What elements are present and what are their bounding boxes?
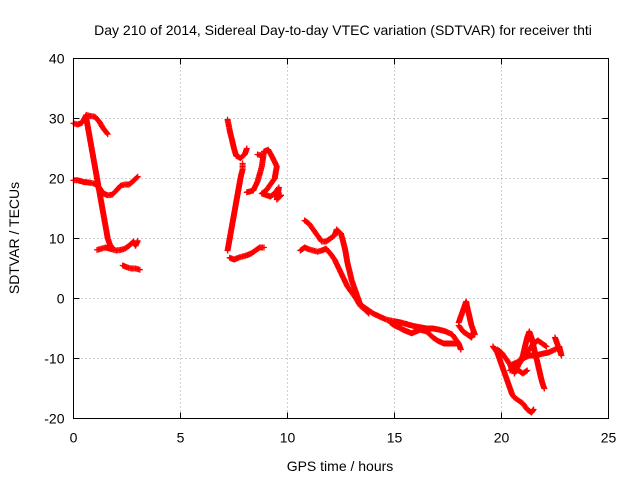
y-tick-label: 30 (49, 111, 65, 127)
data-track (489, 343, 537, 416)
y-tick-label: 0 (57, 291, 65, 307)
track-markers (83, 115, 115, 251)
x-tick-label: 25 (601, 430, 617, 446)
data-track (224, 116, 250, 162)
data-track (297, 244, 372, 317)
data-track (243, 146, 285, 203)
x-tick-label: 15 (387, 430, 403, 446)
data-track (94, 237, 141, 254)
track-markers (297, 244, 372, 317)
data-track (254, 151, 265, 159)
track-markers (94, 237, 141, 254)
data-track (224, 160, 246, 254)
y-tick-label: -20 (44, 411, 64, 427)
data-track (301, 217, 464, 353)
y-tick-label: -10 (44, 351, 64, 367)
track-markers (226, 244, 267, 263)
data-track (455, 322, 477, 341)
track-markers (507, 364, 531, 377)
data-track (83, 115, 115, 251)
y-axis-label: SDTVAR / TECUs (6, 182, 22, 294)
data-track (387, 319, 460, 347)
x-tick-label: 5 (177, 430, 185, 446)
chart-title: Day 210 of 2014, Sidereal Day-to-day VTE… (94, 22, 592, 38)
x-axis-label: GPS time / hours (287, 458, 394, 474)
track-markers (489, 343, 537, 416)
track-markers (224, 160, 246, 254)
data-track (119, 262, 143, 273)
axis-ticks: 0 5 10 15 20 25 -20 -10 0 10 20 30 40 (44, 51, 616, 446)
track-markers (301, 217, 464, 353)
data-track (509, 334, 565, 368)
data-track (70, 173, 141, 199)
x-tick-label: 20 (494, 430, 510, 446)
data-marks (70, 111, 565, 416)
track-markers (509, 334, 565, 368)
x-tick-label: 0 (70, 430, 78, 446)
track-markers (254, 151, 265, 159)
track-markers (243, 146, 285, 203)
track-markers (70, 173, 141, 199)
y-tick-label: 40 (49, 51, 65, 67)
y-tick-label: 10 (49, 231, 65, 247)
plot-frame (73, 58, 609, 419)
data-track (226, 244, 267, 263)
track-markers (224, 116, 250, 162)
track-markers (387, 319, 460, 347)
x-tick-label: 10 (280, 430, 296, 446)
track-markers (119, 262, 143, 273)
data-track (507, 364, 531, 377)
y-tick-label: 20 (49, 171, 65, 187)
track-markers (455, 322, 477, 341)
